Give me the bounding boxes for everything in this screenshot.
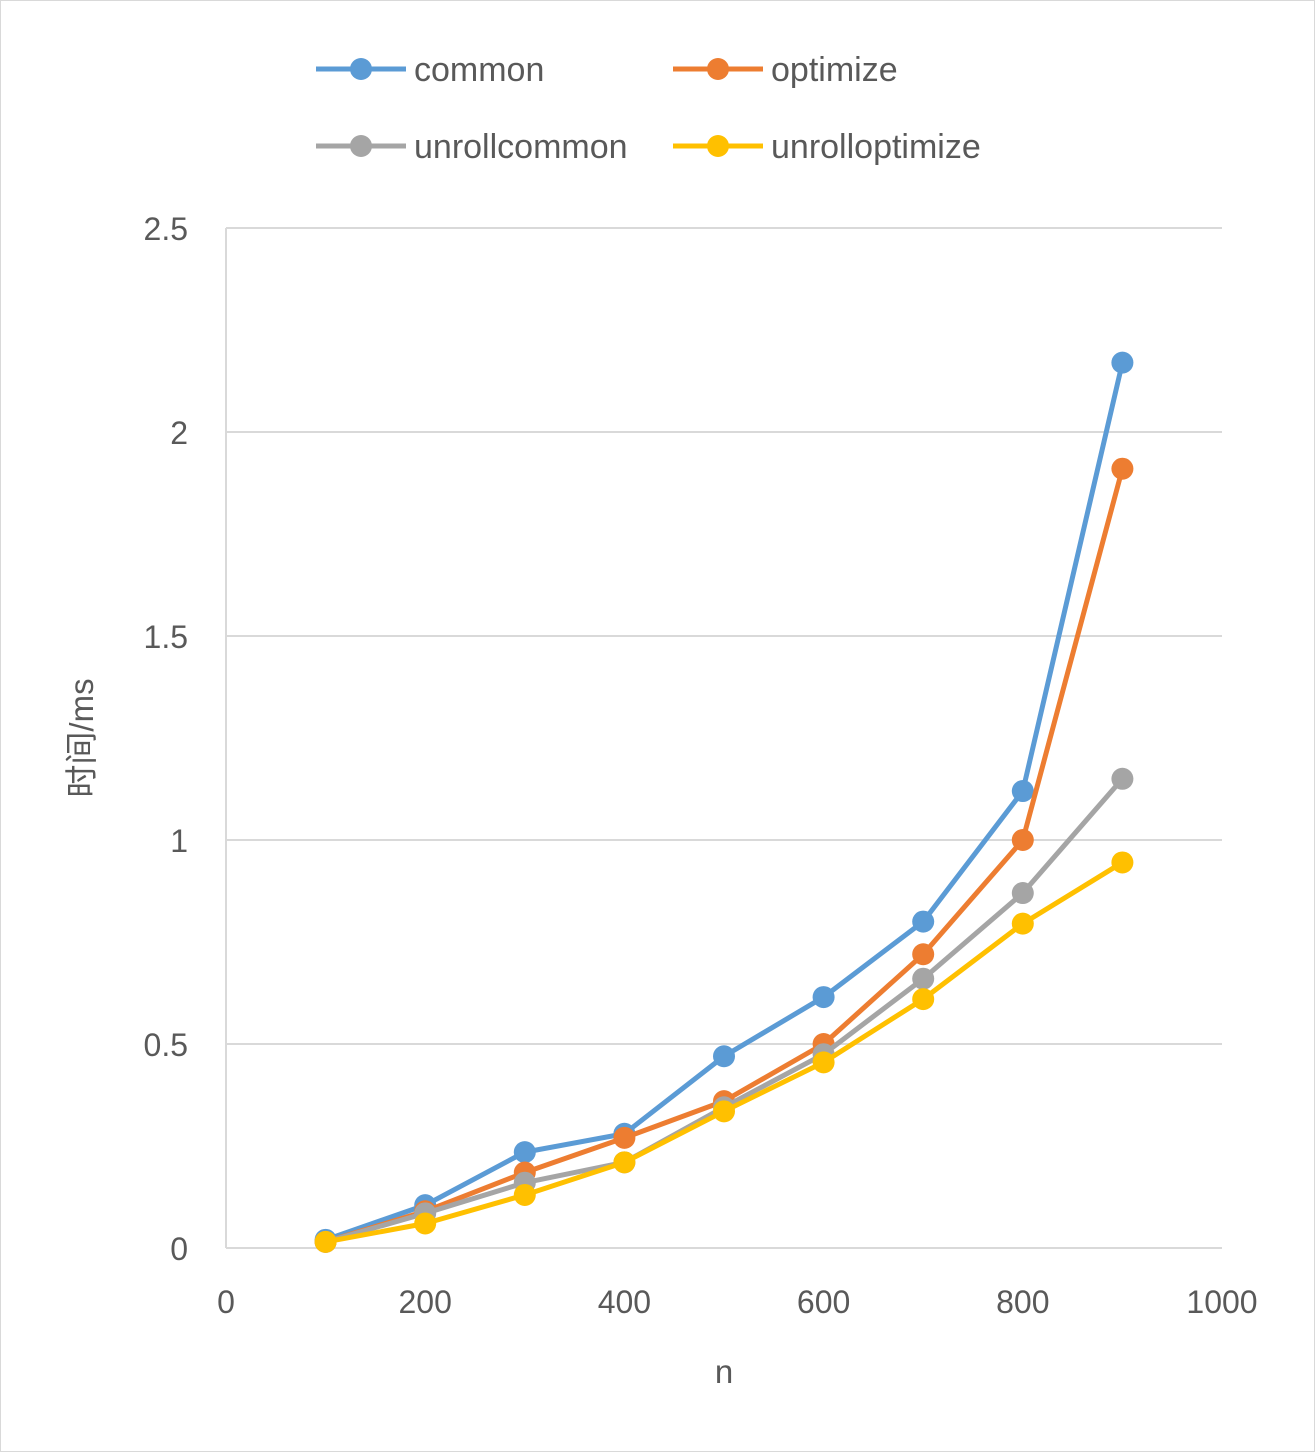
data-point-unrolloptimize — [613, 1151, 636, 1174]
legend-marker — [707, 58, 729, 80]
series-line-optimize — [323, 466, 1125, 1245]
data-point-unrollcommon — [1111, 767, 1134, 790]
legend-label: optimize — [771, 51, 898, 89]
legend-item-common: common — [316, 51, 544, 89]
series-optimize — [314, 457, 1134, 1253]
data-point-common — [812, 986, 835, 1009]
legend-marker — [350, 135, 372, 157]
data-point-optimize — [1111, 457, 1134, 480]
data-point-common — [1111, 351, 1134, 374]
data-point-unrollcommon — [1011, 882, 1034, 905]
data-point-common — [513, 1141, 536, 1164]
legend-item-unrolloptimize: unrolloptimize — [673, 128, 981, 166]
gridlines — [226, 227, 1222, 1045]
y-tick-label: 2.5 — [144, 211, 188, 247]
series-group — [314, 351, 1134, 1253]
y-tick-label: 2 — [170, 415, 188, 451]
data-point-optimize — [613, 1126, 636, 1149]
y-tick-label: 0.5 — [144, 1027, 188, 1063]
data-point-optimize — [912, 943, 935, 966]
data-point-unrollcommon — [912, 967, 935, 990]
data-point-unrolloptimize — [314, 1230, 337, 1253]
data-point-unrolloptimize — [1111, 851, 1134, 874]
tick-labels: 0 0.5 1 1.5 2 2.5 0 200 400 600 800 1000 — [144, 211, 1258, 1320]
legend-item-optimize: optimize — [673, 51, 898, 89]
series-unrolloptimize — [314, 851, 1134, 1253]
data-point-common — [1011, 780, 1034, 803]
x-tick-label: 600 — [797, 1284, 850, 1320]
y-axis-label: 时间/ms — [63, 678, 100, 797]
data-point-unrolloptimize — [414, 1212, 437, 1235]
y-tick-label: 1 — [170, 823, 188, 859]
y-tick-label: 0 — [170, 1231, 188, 1267]
data-point-unrolloptimize — [1011, 912, 1034, 935]
x-tick-label: 800 — [996, 1284, 1049, 1320]
data-point-common — [713, 1045, 735, 1068]
legend-label: common — [414, 51, 544, 89]
data-point-unrolloptimize — [513, 1183, 536, 1206]
legend: common optimize unrollcommon unrolloptimize — [316, 51, 981, 166]
series-line-unrollcommon — [323, 776, 1125, 1245]
x-tick-label: 200 — [399, 1284, 452, 1320]
x-axis-label: n — [715, 1353, 733, 1390]
x-tick-label: 1000 — [1186, 1284, 1257, 1320]
data-point-common — [912, 910, 935, 933]
legend-marker — [350, 58, 372, 80]
legend-label: unrollcommon — [414, 128, 628, 166]
data-point-optimize — [1011, 829, 1034, 851]
legend-item-unrollcommon: unrollcommon — [316, 128, 628, 166]
data-point-unrolloptimize — [713, 1100, 735, 1123]
data-point-unrolloptimize — [912, 988, 935, 1011]
x-tick-label: 0 — [217, 1284, 235, 1320]
y-tick-label: 1.5 — [144, 619, 188, 655]
legend-label: unrolloptimize — [771, 128, 981, 166]
legend-marker — [707, 135, 729, 157]
data-point-unrolloptimize — [812, 1051, 835, 1074]
axes — [225, 228, 1222, 1249]
x-tick-label: 400 — [598, 1284, 651, 1320]
